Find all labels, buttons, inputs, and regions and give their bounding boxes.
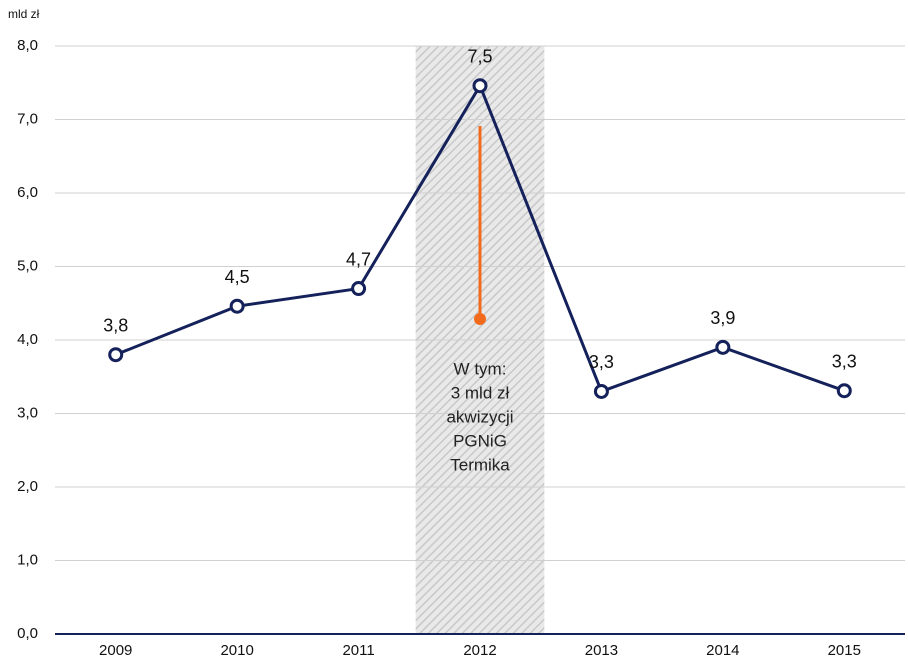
x-tick-label: 2013 [585,642,618,659]
y-tick-label: 0,0 [17,625,38,642]
data-label: 7,5 [467,46,492,66]
annotation-text: W tym: [454,359,507,378]
annotation-text: akwizycji [446,407,513,426]
point [836,383,852,399]
y-tick-label: 6,0 [17,184,38,201]
annotation-text: 3 mld zł [451,383,510,402]
data-label: 3,8 [103,315,128,335]
x-tick-label: 2009 [99,642,132,659]
point [351,281,367,297]
point [108,347,124,363]
y-tick-label: 1,0 [17,551,38,568]
point [229,298,245,314]
y-tick-label: 4,0 [17,331,38,348]
x-tick-label: 2011 [342,642,374,659]
annotation-text: Termika [450,455,510,474]
point [472,78,488,94]
data-label: 4,5 [225,267,250,287]
data-label: 3,3 [832,351,857,371]
point [715,339,731,355]
y-tick-label: 8,0 [17,37,38,54]
x-tick-label: 2014 [706,642,739,659]
annotation-dot [474,313,486,325]
y-tick-label: 2,0 [17,478,38,495]
data-label: 3,9 [710,308,735,328]
annotation-text: PGNiG [453,431,507,450]
data-label: 3,3 [589,352,614,372]
point [593,383,609,399]
y-tick-label: 3,0 [17,404,38,421]
unit-label: mld zł [8,7,40,21]
data-label: 4,7 [346,249,371,269]
y-tick-label: 5,0 [17,257,38,274]
y-tick-label: 7,0 [17,110,38,127]
x-tick-label: 2015 [828,642,861,659]
x-tick-label: 2010 [220,642,253,659]
x-tick-label: 2012 [463,642,496,659]
